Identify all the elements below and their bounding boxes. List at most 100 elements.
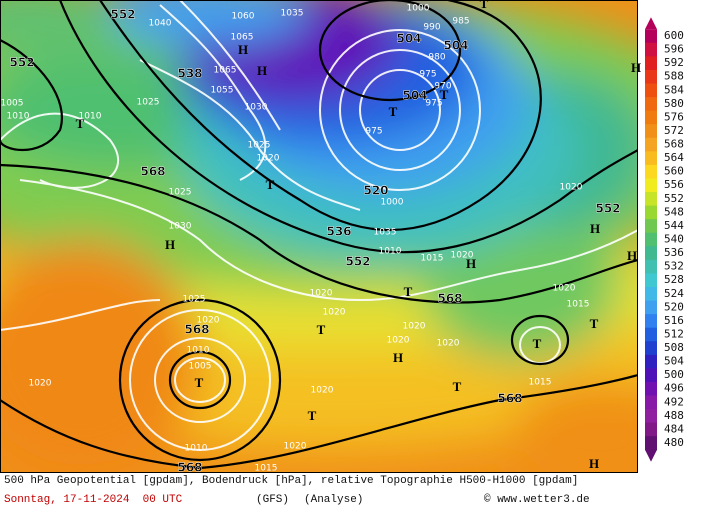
pressure-center: T [195,375,204,390]
colorbar-swatch [645,273,657,288]
colorbar-label: 536 [664,246,684,259]
isobar-label: 985 [452,17,469,27]
isobar-label: 1040 [149,19,172,29]
footer-description: 500 hPa Geopotential [gpdam], Bodendruck… [4,475,579,487]
geopotential-label: 520 [363,184,388,198]
colorbar-swatch [645,314,657,329]
colorbar-swatch [645,368,657,383]
isobar-label: 1020 [257,154,280,164]
colorbar-label: 516 [664,314,684,327]
colorbar-swatch [645,232,657,247]
geopotential-label: 552 [110,8,135,22]
pressure-center: T [404,284,413,299]
isobar-label: 1005 [1,99,24,109]
colorbar-swatch [645,42,657,57]
geopotential-label: 504 [443,39,468,53]
geopotential-label: 504 [402,89,427,103]
colorbar-swatch [645,409,657,424]
colorbar-label: 592 [664,56,684,69]
pressure-center: T [440,87,449,102]
colorbar-label: 532 [664,260,684,273]
isobar-label: 1020 [310,289,333,299]
isobar-label: 1055 [211,86,234,96]
colorbar-label: 596 [664,43,684,56]
geopotential-label: 552 [9,56,34,70]
colorbar-label: 504 [664,355,684,368]
pressure-center: T [308,408,317,423]
isobar-label: 1020 [197,316,220,326]
isobar-label: 975 [419,70,436,80]
isobar-label: 975 [425,99,442,109]
colorbar-swatch [645,192,657,207]
isobar-label: 1020 [311,386,334,396]
isobar-label: 970 [434,82,451,92]
colorbar-swatch [645,246,657,261]
isobar-label: 1065 [214,66,237,76]
pressure-center: H [393,350,403,365]
geopotential-label: 536 [326,225,351,239]
pressure-center: T [266,177,275,192]
geopotential-label: 568 [140,165,165,179]
colorbar-label: 512 [664,327,684,340]
colorbar-label: 600 [664,29,684,42]
isobar-label: 1020 [29,379,52,389]
isobar-label: 1035 [374,228,397,238]
colorbar-label: 556 [664,178,684,191]
colorbar-swatch [645,56,657,71]
colorbar-label: 580 [664,97,684,110]
colorbar-swatch [645,381,657,397]
isobar-label: 1010 [185,444,208,454]
colorbar-swatch [645,164,657,179]
geopotential-label: 552 [595,202,620,216]
isobar-label: 1005 [189,362,212,372]
pressure-center: H [631,60,641,75]
colorbar-swatch [645,124,657,139]
map-frame [0,0,638,473]
isobar-label: 1015 [529,378,552,388]
pressure-center: T [76,116,85,131]
isobar-label: 1000 [381,198,404,208]
isobar-label: 1020 [387,336,410,346]
pressure-center: T [317,322,326,337]
colorbar-swatch [645,110,657,125]
colorbar-swatch [645,83,657,98]
isobar-label: 1025 [248,141,271,151]
colorbar-label: 524 [664,287,684,300]
weather-map: 6005965925885845805765725685645605565525… [0,0,684,474]
colorbar-swatch [645,205,657,220]
colorbar-label: 572 [664,124,684,137]
pressure-center: T [533,336,542,351]
colorbar-swatch [645,354,657,369]
colorbar-label: 520 [664,300,684,313]
pressure-center: H [257,63,267,78]
isobar-label: 1015 [567,300,590,310]
colorbar-label: 528 [664,273,684,286]
map-field [0,0,638,473]
isobar-label: 990 [423,23,440,33]
isobar-label: 1035 [281,9,304,19]
colorbar-swatch [645,286,657,302]
colorbar-label: 484 [664,422,684,435]
colorbar-label: 508 [664,341,684,354]
colorbar-label: 492 [664,395,684,408]
colorbar-swatch [645,436,657,451]
pressure-center: H [238,42,248,57]
isobar-label: 1010 [379,247,402,257]
colorbar-swatch [645,219,657,234]
pressure-center: H [589,456,599,471]
colorbar-label: 544 [664,219,684,232]
colorbar-swatch [645,341,657,356]
isobar-label: 1030 [245,103,268,113]
colorbar-arrow-top [645,17,657,30]
isobar-label: 980 [428,53,445,63]
colorbar-swatch [645,151,657,166]
colorbar-swatch [645,178,657,193]
colorbar-label: 540 [664,233,684,246]
isobars [0,0,638,451]
isobar-label: 1030 [169,222,192,232]
colorbar-label: 564 [664,151,684,164]
geopotential-label: 552 [345,255,370,269]
isobar-label: 1060 [232,12,255,22]
